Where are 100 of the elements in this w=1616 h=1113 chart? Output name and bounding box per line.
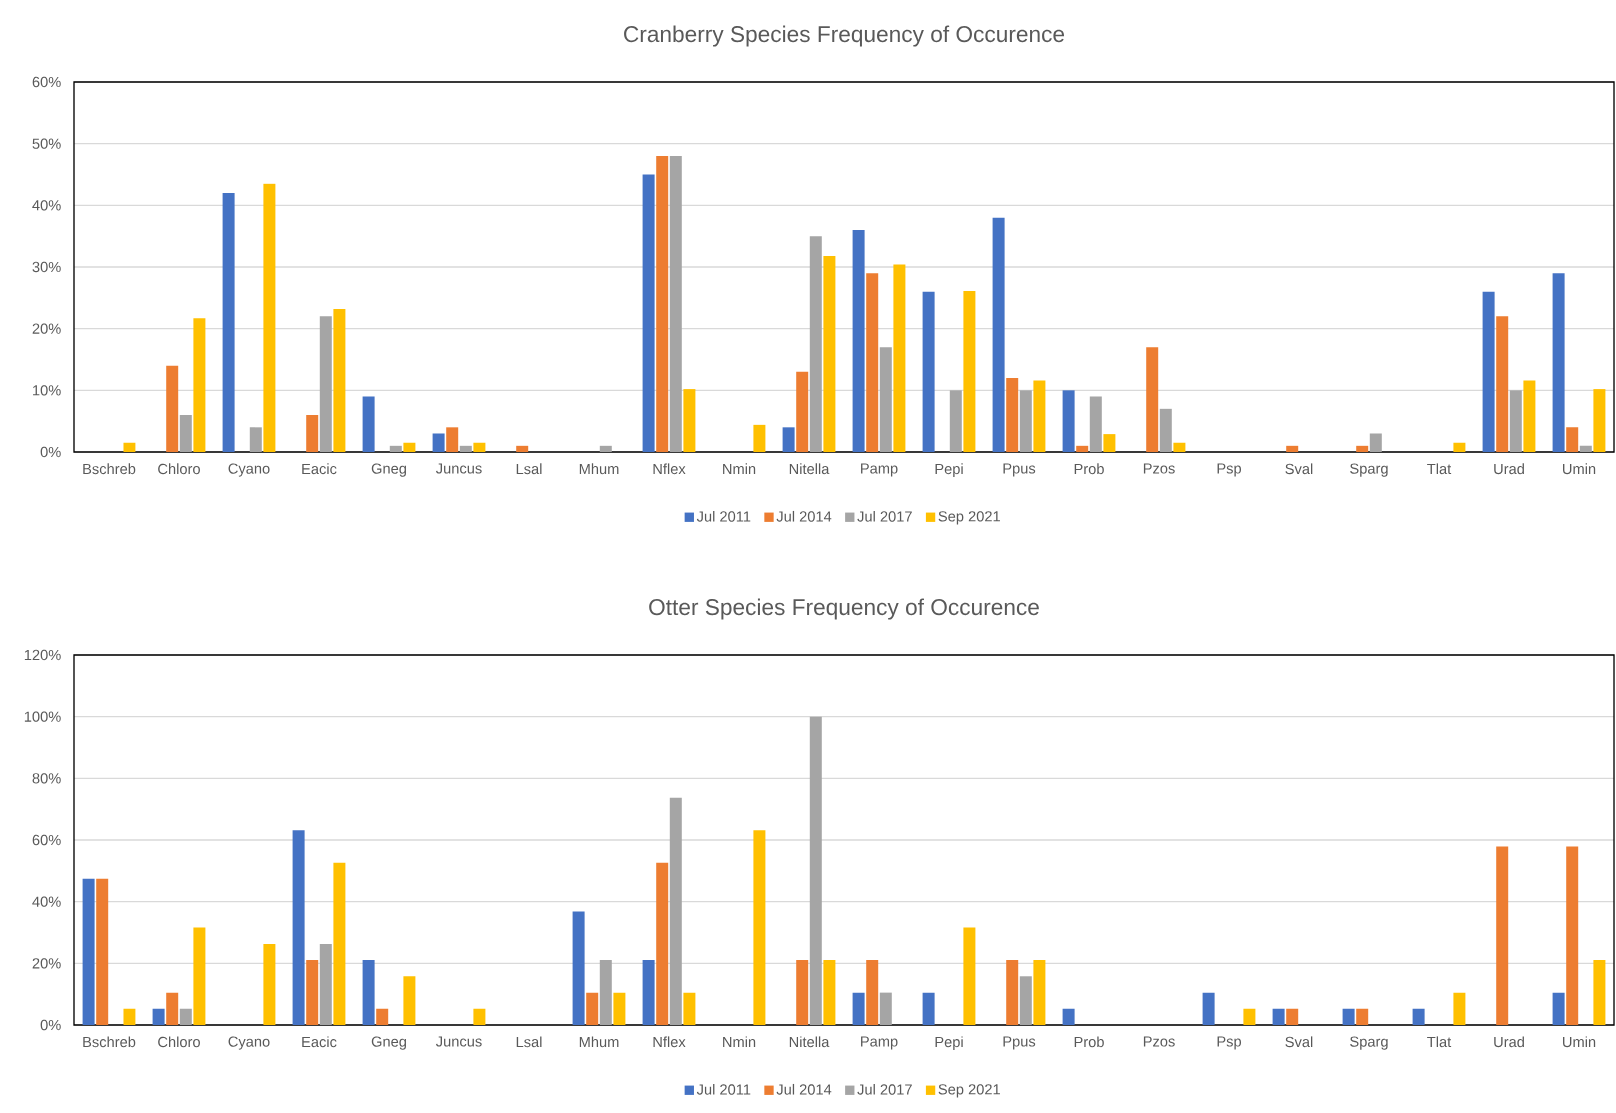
bar — [613, 992, 626, 1025]
legend-label: Jul 2017 — [857, 510, 912, 522]
bar — [642, 174, 655, 452]
bar — [473, 442, 486, 452]
bar — [852, 229, 865, 452]
x-tick-label: Bschreb — [83, 463, 136, 475]
bar — [1062, 390, 1075, 452]
bar — [1243, 1008, 1256, 1025]
x-tick-label: Nmin — [723, 463, 756, 474]
bar — [389, 445, 402, 452]
bar — [1566, 427, 1579, 452]
y-tick-label: 120% — [24, 649, 61, 661]
bar — [1566, 846, 1579, 1025]
y-tick-label: 10% — [33, 385, 61, 396]
y-tick-label: 0% — [40, 446, 61, 458]
bar — [1412, 1008, 1425, 1025]
bar — [866, 959, 879, 1025]
bar — [963, 291, 976, 452]
x-tick-label: Umin — [1563, 1036, 1596, 1048]
bar — [796, 959, 809, 1025]
bar — [852, 992, 865, 1025]
bar — [96, 878, 109, 1025]
y-tick-label: 100% — [24, 711, 61, 722]
bar — [879, 347, 892, 452]
x-tick-label: Pepi — [935, 1036, 963, 1051]
x-tick-label: Sval — [1285, 1036, 1313, 1048]
x-tick-label: Eacic — [302, 1036, 337, 1048]
x-tick-label: Pamp — [861, 463, 898, 477]
x-tick-label: Nflex — [653, 1036, 686, 1048]
x-tick-label: Gneg — [371, 1036, 406, 1050]
bar — [1356, 1008, 1369, 1025]
bar — [123, 1008, 136, 1025]
y-tick-label: 60% — [32, 76, 61, 88]
bar — [796, 371, 809, 452]
bar — [823, 959, 836, 1025]
legend-label: Jul 2011 — [696, 510, 751, 522]
x-tick-label: Pepi — [935, 463, 963, 478]
bar — [1202, 992, 1215, 1025]
x-tick-label: Nitella — [789, 463, 830, 475]
x-tick-label: Lsal — [516, 463, 542, 475]
bar — [306, 414, 319, 452]
y-tick-label: 80% — [32, 773, 61, 784]
legend-label: Sep 2021 — [938, 1084, 1000, 1098]
bar — [1076, 445, 1089, 452]
bar — [473, 1008, 486, 1025]
x-tick-label: Bschreb — [83, 1036, 136, 1048]
x-tick-label: Mhum — [579, 463, 619, 475]
x-tick-label: Juncus — [436, 463, 482, 474]
bar — [193, 927, 206, 1025]
legend-label: Jul 2011 — [696, 1083, 751, 1095]
x-tick-label: Nmin — [723, 1036, 756, 1048]
bar — [432, 433, 445, 452]
x-tick-label: Urad — [1494, 463, 1524, 475]
bar — [1019, 390, 1032, 452]
bar — [1286, 445, 1299, 452]
bar — [333, 862, 346, 1025]
bar — [1453, 992, 1466, 1025]
bar — [263, 943, 276, 1025]
y-tick-label: 50% — [32, 138, 61, 149]
bar — [403, 442, 416, 452]
bar — [1496, 846, 1509, 1025]
bar — [362, 396, 375, 452]
bar — [586, 992, 599, 1025]
bar — [292, 830, 305, 1025]
bar — [1286, 1008, 1299, 1025]
bar — [1103, 434, 1116, 452]
x-tick-label: Cyano — [228, 463, 270, 477]
x-tick-label: Nitella — [789, 1036, 830, 1048]
x-tick-label: Ppus — [1003, 463, 1036, 477]
bar — [1089, 396, 1102, 452]
bar — [866, 273, 879, 452]
bar — [572, 911, 585, 1025]
bar — [179, 414, 192, 452]
bar — [963, 927, 976, 1025]
bar — [263, 183, 276, 452]
bar — [459, 445, 472, 452]
bar — [1006, 377, 1019, 452]
bar — [1482, 291, 1495, 452]
bar — [319, 943, 332, 1025]
x-tick-label: Mhum — [579, 1036, 619, 1048]
x-tick-label: Ppus — [1003, 1036, 1036, 1050]
chart-title: Cranberry Species Frequency of Occurence — [624, 25, 1065, 47]
bar — [809, 716, 822, 1025]
x-tick-label: Lsal — [516, 1036, 542, 1048]
bar — [879, 992, 892, 1025]
bar — [306, 959, 319, 1025]
bar — [949, 390, 962, 452]
bar — [82, 878, 95, 1025]
x-tick-label: Eacic — [302, 463, 337, 475]
legend-label: Jul 2017 — [857, 1083, 912, 1095]
bar — [1552, 992, 1565, 1025]
bar — [893, 264, 906, 452]
bar — [1453, 442, 1466, 452]
x-tick-label: Chloro — [158, 1036, 200, 1048]
x-tick-label: Sparg — [1350, 1036, 1388, 1050]
legend-label: Jul 2014 — [776, 1083, 832, 1095]
x-tick-label: Prob — [1074, 1036, 1104, 1048]
x-tick-label: Sval — [1285, 463, 1313, 475]
x-tick-label: Psp — [1217, 1036, 1242, 1050]
legend-label: Jul 2014 — [776, 510, 832, 522]
